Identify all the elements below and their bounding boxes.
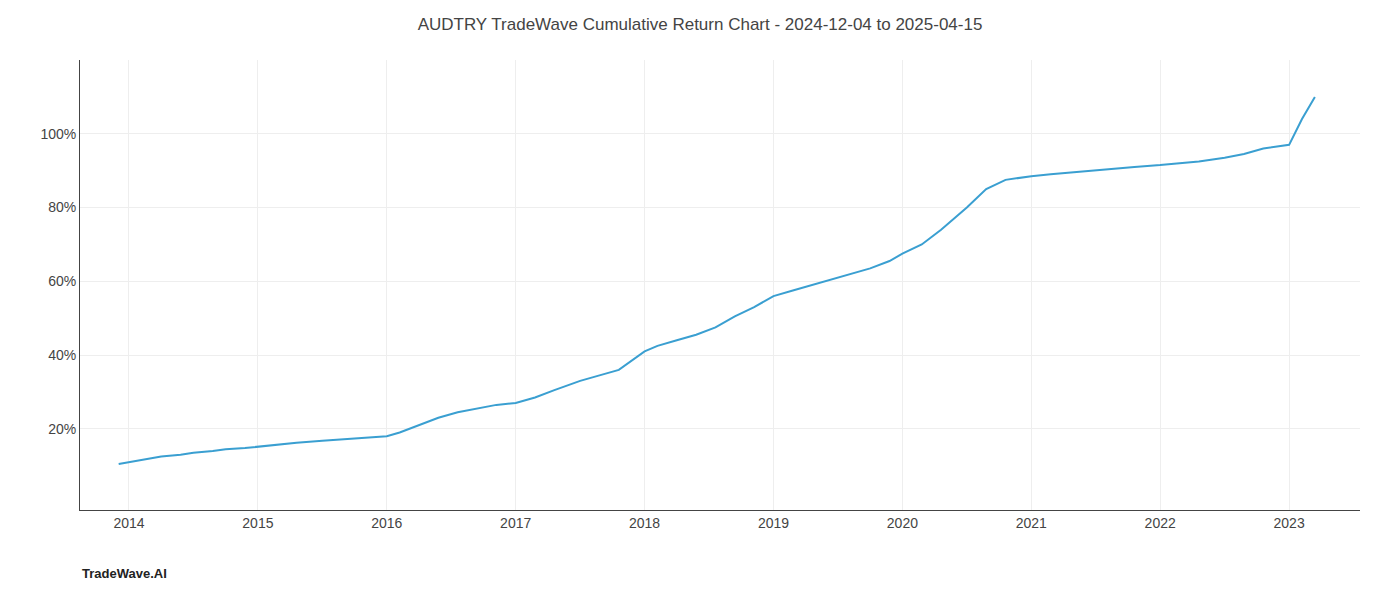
svg-text:2014: 2014 <box>113 515 144 531</box>
svg-text:2021: 2021 <box>1016 515 1047 531</box>
svg-text:2022: 2022 <box>1145 515 1176 531</box>
svg-text:2016: 2016 <box>371 515 402 531</box>
svg-text:2017: 2017 <box>500 515 531 531</box>
svg-text:100%: 100% <box>40 126 76 142</box>
svg-text:20%: 20% <box>48 421 76 437</box>
svg-text:60%: 60% <box>48 273 76 289</box>
svg-text:2018: 2018 <box>629 515 660 531</box>
svg-text:AUDTRY TradeWave Cumulative Re: AUDTRY TradeWave Cumulative Return Chart… <box>418 15 983 34</box>
svg-text:TradeWave.AI: TradeWave.AI <box>82 566 167 581</box>
svg-text:40%: 40% <box>48 347 76 363</box>
svg-text:2023: 2023 <box>1274 515 1305 531</box>
svg-text:2020: 2020 <box>887 515 918 531</box>
svg-text:80%: 80% <box>48 199 76 215</box>
svg-text:2015: 2015 <box>242 515 273 531</box>
svg-text:2019: 2019 <box>758 515 789 531</box>
